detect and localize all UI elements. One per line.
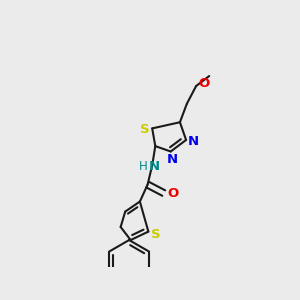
Text: S: S xyxy=(140,123,149,136)
Text: N: N xyxy=(188,135,200,148)
Text: S: S xyxy=(151,228,161,241)
Text: N: N xyxy=(167,153,178,166)
Text: O: O xyxy=(198,77,209,90)
Text: N: N xyxy=(149,160,160,172)
Text: H: H xyxy=(140,160,148,172)
Text: O: O xyxy=(167,187,178,200)
